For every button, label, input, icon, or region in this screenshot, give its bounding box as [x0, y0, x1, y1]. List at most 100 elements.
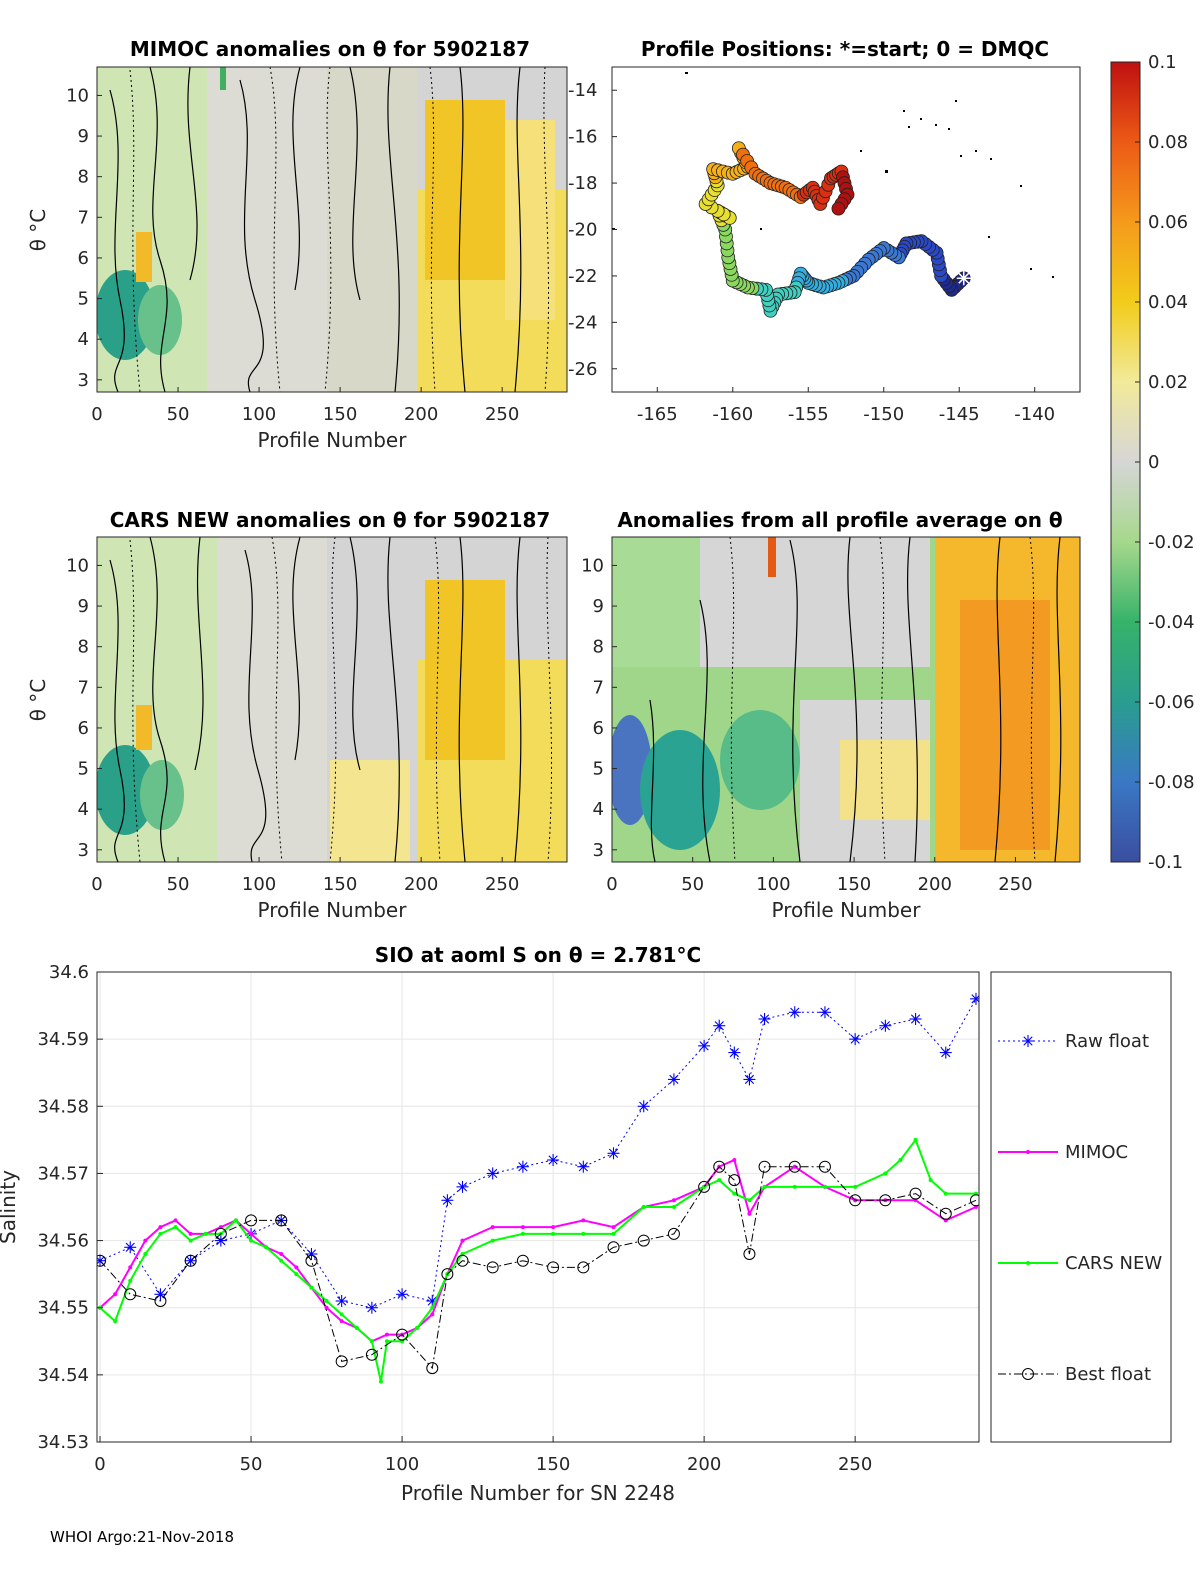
colorbar-tick-label: 0: [1148, 452, 1159, 473]
line-marker: [128, 1265, 133, 1270]
mimoc-heatmap: [97, 67, 567, 392]
salinity-ticks: 0 50 100 150 200 250 34.53 34.54 34.55 34.56 34.57…: [37, 962, 872, 1475]
y-tick-label: 34.56: [37, 1231, 89, 1252]
line-marker: [324, 1299, 329, 1303]
line-marker: [324, 1305, 329, 1310]
legend-label: MIMOC: [1065, 1142, 1128, 1163]
x-tick-label: 250: [838, 1454, 872, 1475]
island-dots: [612, 72, 1054, 278]
positions-axes: [611, 66, 1081, 393]
raw-float-marker: [699, 1041, 709, 1051]
y-tick-label: 6: [78, 718, 89, 739]
colorbar-tick-label: -0.08: [1148, 772, 1195, 793]
series-line: [99, 1158, 977, 1343]
raw-float-marker: [337, 1296, 347, 1306]
best-float-marker: [818, 1160, 831, 1173]
cars-heatmap: [97, 537, 567, 862]
y-tick-label: 34.58: [37, 1096, 89, 1117]
line-marker: [294, 1272, 299, 1277]
best-float-marker: [713, 1160, 726, 1173]
x-tick-label: 150: [323, 404, 357, 425]
legend-label: Best float: [1065, 1364, 1151, 1385]
salinity-axes: [96, 971, 980, 1443]
best-float-marker: [154, 1295, 167, 1307]
mimoc-title: MIMOC anomalies on θ for 5902187: [130, 37, 530, 61]
line-marker: [853, 1184, 858, 1189]
best-float-marker: [667, 1227, 680, 1240]
raw-float-marker: [488, 1168, 498, 1179]
line-marker: [249, 1238, 254, 1243]
y-tick-label: 8: [78, 167, 89, 188]
best-float-marker: [456, 1254, 469, 1267]
line-marker: [203, 1231, 208, 1236]
y-tick-label: 10: [581, 555, 604, 576]
salinity-series: [97, 992, 979, 1384]
x-tick-label: 0: [94, 1454, 105, 1475]
line-marker: [430, 1312, 435, 1317]
series-best-float: [97, 1160, 979, 1375]
y-tick-label: 7: [593, 677, 604, 698]
y-tick-label: 10: [66, 555, 89, 576]
colorbar-tick-label: -0.1: [1148, 852, 1183, 873]
line-marker: [732, 1191, 737, 1196]
x-tick-label: 0: [606, 874, 617, 895]
y-tick-label: 8: [78, 637, 89, 658]
average-anomaly-panel: Anomalies from all profile average on θ …: [581, 508, 1081, 922]
y-tick-label: 34.57: [37, 1163, 89, 1184]
line-marker: [762, 1184, 767, 1189]
line-marker: [611, 1231, 616, 1236]
average-title: Anomalies from all profile average on θ: [617, 508, 1062, 532]
y-tick-label: -18: [568, 173, 597, 194]
legend-label: Raw float: [1065, 1031, 1149, 1052]
cars-anomaly-panel: CARS NEW anomalies on θ for 5902187 0 50 1…: [26, 508, 568, 922]
salinity-legend: [990, 971, 1172, 1443]
average-ticks: 0 50 100 150 200 250 3 4 5 6 7 8 9 10: [581, 555, 1033, 895]
y-tick-label: 34.55: [37, 1298, 89, 1319]
best-float-marker: [743, 1248, 756, 1260]
line-marker: [732, 1158, 737, 1162]
line-marker: [581, 1218, 586, 1223]
colorbar-tick-label: 0.08: [1148, 132, 1188, 153]
line-marker: [520, 1225, 525, 1230]
line-marker: [188, 1238, 193, 1243]
raw-float-marker: [639, 1101, 649, 1111]
raw-float-marker: [744, 1074, 755, 1085]
line-marker: [747, 1211, 752, 1216]
raw-float-marker: [518, 1162, 528, 1172]
x-tick-label: 50: [167, 874, 190, 895]
x-tick-label: 100: [242, 404, 276, 425]
y-tick-label: 4: [78, 799, 89, 820]
x-tick-label: 200: [687, 1454, 721, 1475]
y-tick-label: -20: [568, 220, 597, 241]
line-marker: [611, 1225, 616, 1230]
line-marker: [551, 1225, 556, 1230]
line-marker: [143, 1238, 148, 1243]
line-marker: [249, 1231, 254, 1236]
colorbar-tick-label: -0.06: [1148, 692, 1195, 713]
best-float-marker: [849, 1194, 862, 1207]
line-marker: [671, 1205, 676, 1209]
best-float-marker: [365, 1348, 378, 1361]
profile-positions-panel: Profile Positions: *=start; 0 = DMQC -16…: [568, 37, 1195, 873]
line-marker: [717, 1178, 722, 1183]
best-float-marker: [124, 1288, 137, 1301]
best-float-marker: [788, 1160, 801, 1173]
y-tick-label: 5: [78, 289, 89, 310]
line-marker: [792, 1164, 797, 1169]
x-tick-label: 200: [918, 874, 952, 895]
x-tick-label: -160: [712, 404, 753, 425]
best-float-marker: [547, 1261, 560, 1274]
y-tick-label: 4: [593, 799, 604, 820]
best-float-marker: [426, 1362, 439, 1375]
line-marker: [928, 1178, 933, 1183]
x-tick-label: 100: [756, 874, 790, 895]
best-float-marker: [214, 1227, 227, 1240]
y-tick-label: 7: [78, 677, 89, 698]
line-marker: [822, 1184, 827, 1189]
raw-float-marker: [1023, 1036, 1033, 1046]
salinity-plot-bg: [97, 972, 979, 1442]
best-float-marker: [577, 1261, 590, 1274]
mimoc-ticks: 0 50 100 150 200 250 3 4 5 6 7 8 9 10: [66, 85, 519, 425]
y-tick-label: 34.6: [49, 962, 89, 983]
y-tick-label: 3: [593, 840, 604, 861]
